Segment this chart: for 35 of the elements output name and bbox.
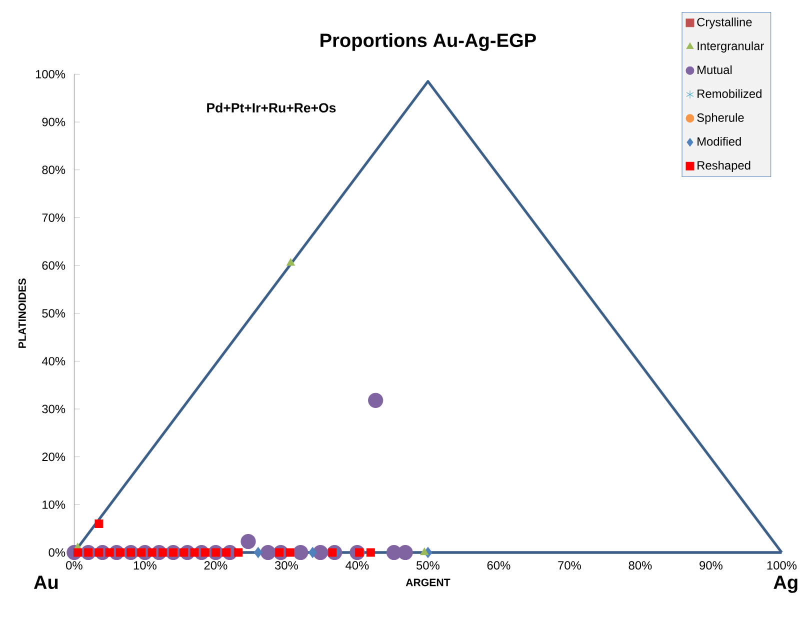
- x-tick-label: 80%: [628, 560, 652, 570]
- x-tick-label: 100%: [767, 560, 797, 570]
- y-tick-label: 100%: [36, 70, 66, 78]
- legend-label: Mutual: [698, 65, 732, 74]
- chart-title: Proportions Au-Ag-EGP: [320, 32, 536, 51]
- y-tick-label: 60%: [42, 261, 66, 270]
- y-tick-label: 80%: [42, 165, 66, 174]
- legend-label: Reshaped: [698, 160, 750, 172]
- y-tick-label: 50%: [42, 308, 66, 318]
- x-tick-label: 70%: [558, 560, 581, 570]
- y-tick-label: 40%: [42, 356, 66, 366]
- legend-label: Intergranular: [698, 41, 764, 52]
- x-tick-label: 10%: [134, 560, 156, 570]
- text: Au: [34, 576, 58, 589]
- legend-label: Remobilized: [698, 89, 762, 98]
- y-tick-label: 30%: [42, 404, 66, 414]
- legend-label: Spherule: [697, 112, 744, 124]
- text: Ag: [774, 576, 798, 593]
- x-tick-label: 60%: [487, 560, 510, 570]
- x-tick-label: 20%: [204, 560, 228, 570]
- x-tick-label: 30%: [274, 560, 298, 570]
- legend-label: Modified: [698, 136, 741, 146]
- y-tick-label: 20%: [42, 452, 66, 461]
- x-tick-label: 0%: [66, 560, 82, 570]
- x-axis-title: ARGENT: [406, 578, 450, 586]
- x-tick-label: 90%: [700, 560, 722, 570]
- y-tick-label: 70%: [42, 213, 66, 222]
- y-axis-title: PLATINOIDES: [18, 278, 26, 348]
- x-tick-label: 40%: [346, 560, 369, 570]
- annotation: Pd+Pt+Ir+Ru+Re+Os: [207, 102, 336, 112]
- y-tick-label: 10%: [42, 500, 66, 509]
- legend-label: Crystalline: [697, 17, 752, 28]
- x-tick-label: 50%: [416, 560, 440, 570]
- y-tick-label: 90%: [42, 118, 66, 126]
- y-tick-label: 0%: [48, 548, 66, 557]
